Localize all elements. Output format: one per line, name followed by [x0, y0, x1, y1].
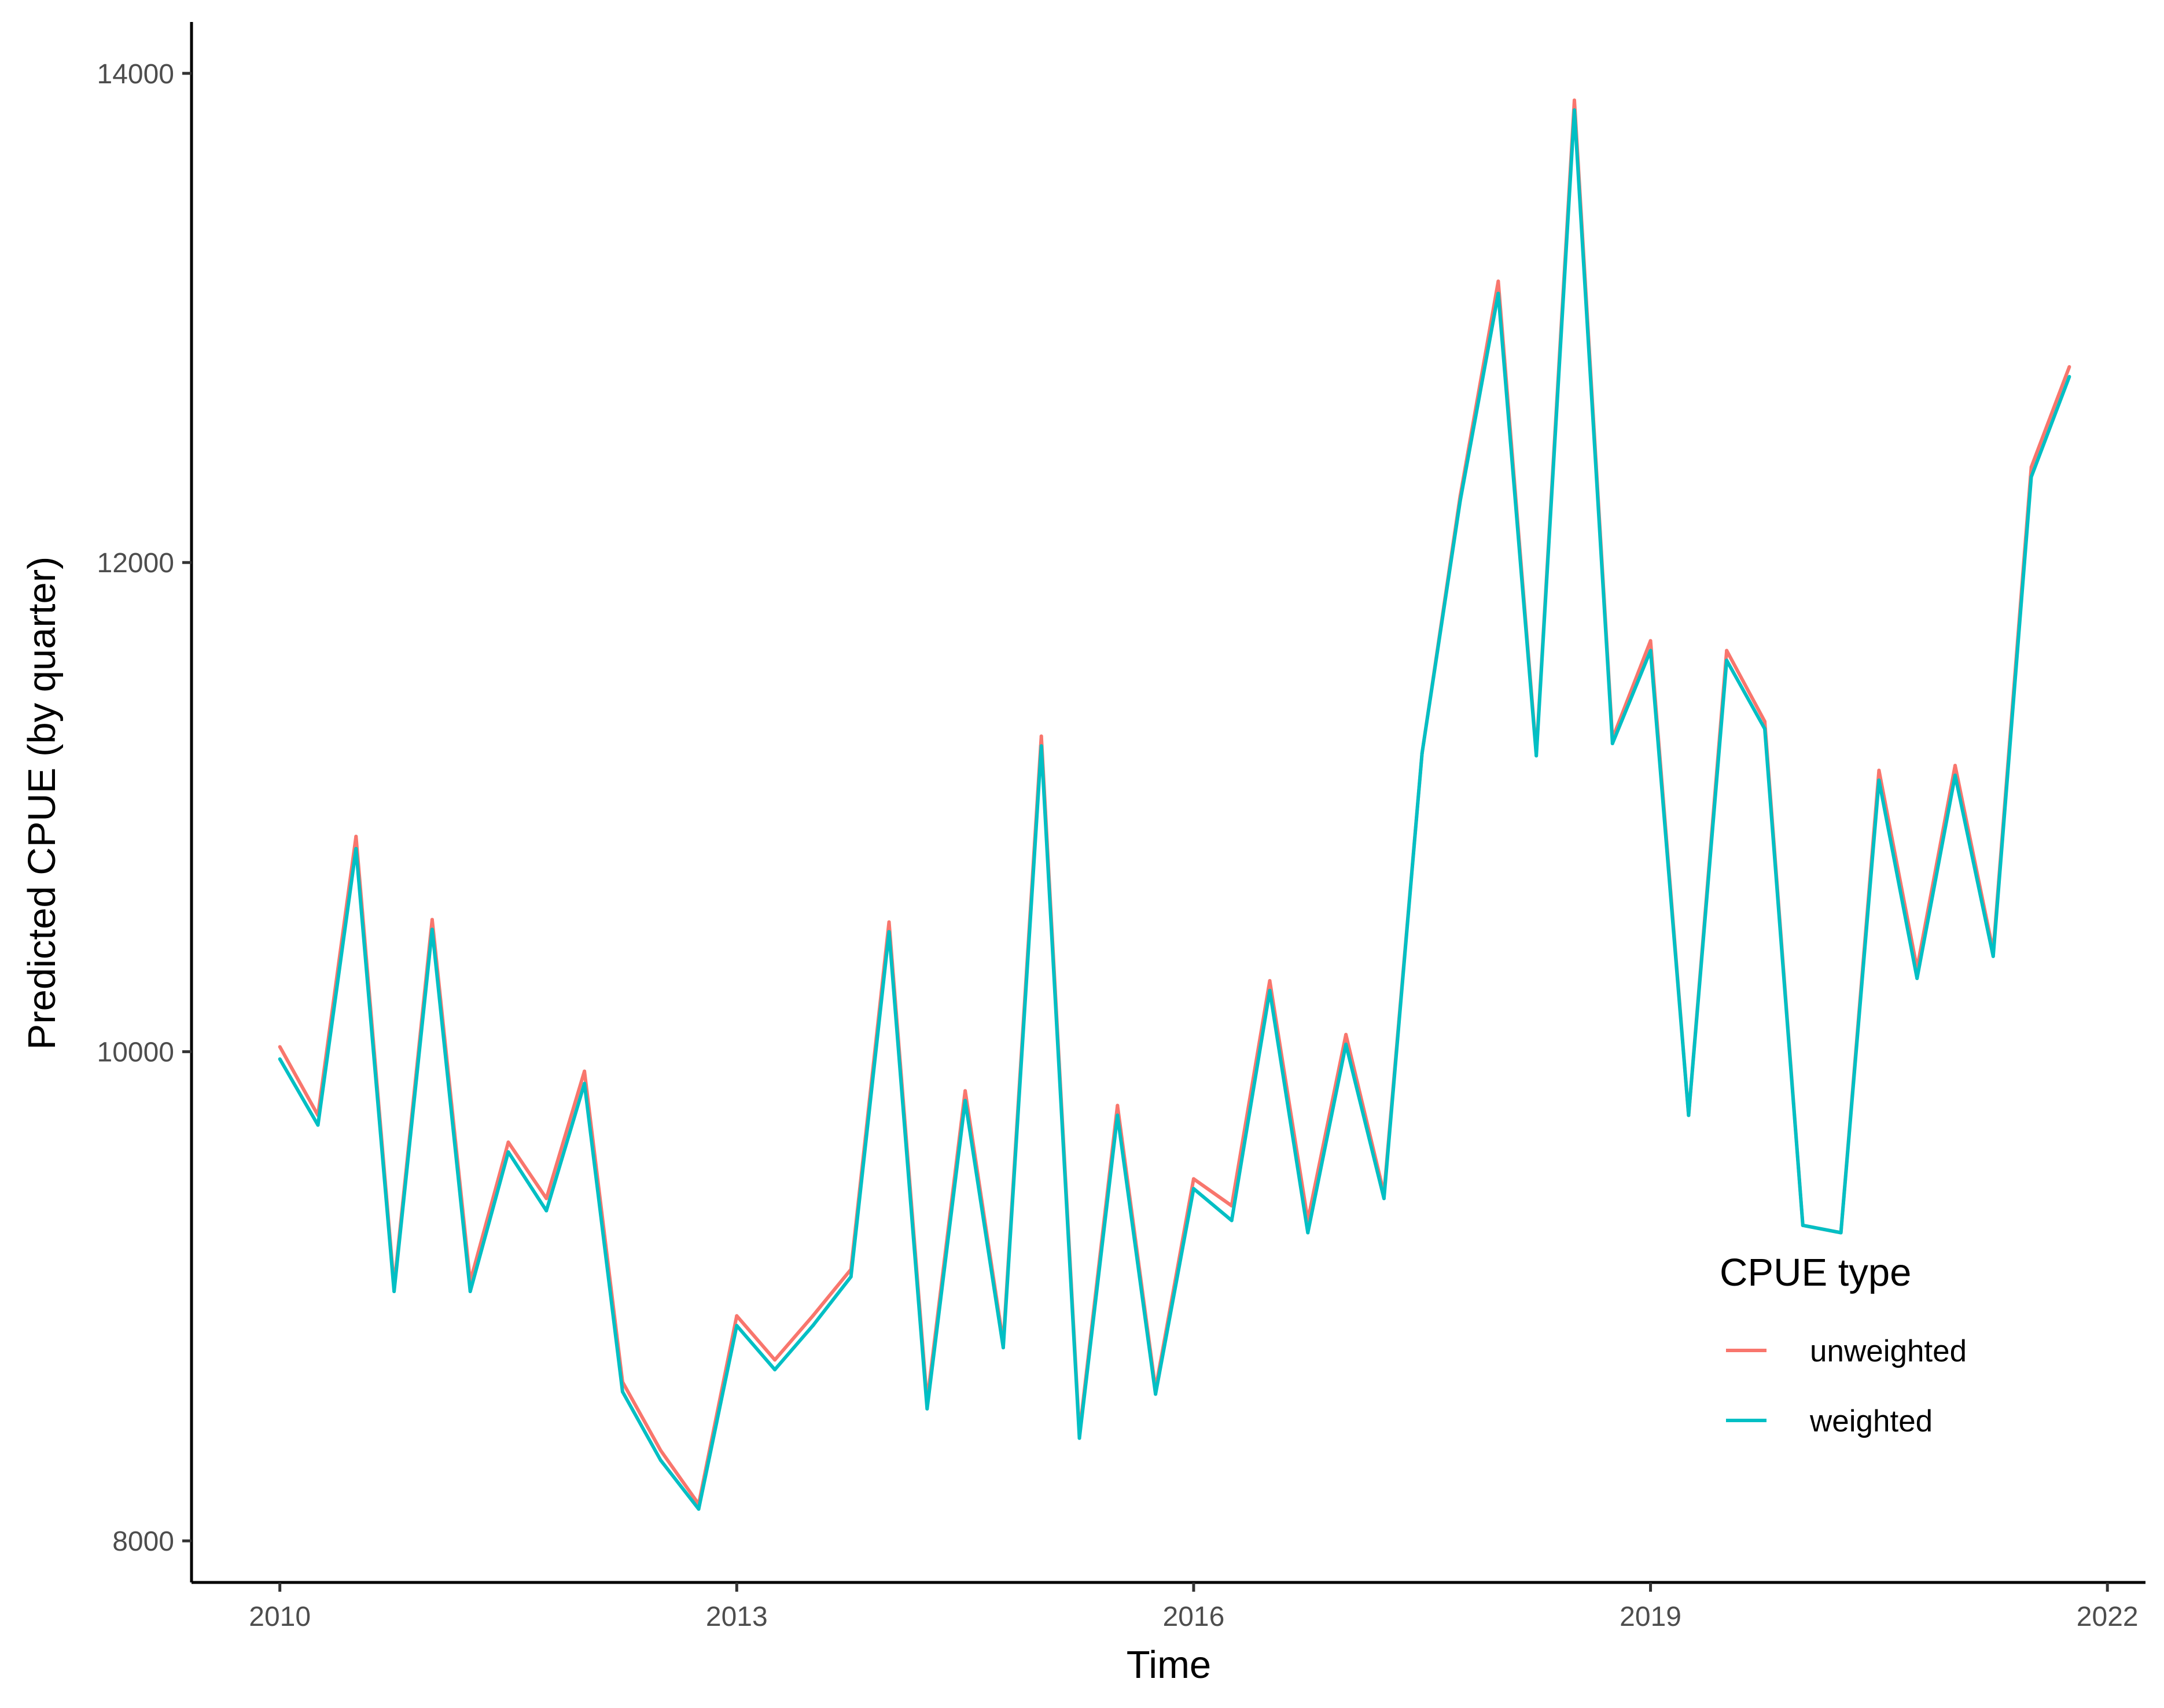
data-point-weighted [1534, 754, 1539, 758]
data-point-weighted [1191, 1187, 1195, 1191]
legend: CPUE type unweighted weighted [1720, 1251, 1967, 1438]
data-point-unweighted [1344, 1033, 1348, 1037]
data-point-unweighted [506, 1140, 510, 1144]
data-point-weighted [2067, 374, 2071, 378]
x-tick-label: 2013 [706, 1602, 768, 1632]
data-point-weighted [1116, 1113, 1120, 1117]
legend-label-weighted: weighted [1809, 1404, 1933, 1438]
data-point-weighted [1572, 108, 1576, 112]
data-point-weighted [887, 930, 891, 934]
legend-title: CPUE type [1720, 1251, 1911, 1294]
data-point-weighted [1458, 499, 1462, 503]
data-point-unweighted [1039, 734, 1043, 738]
data-point-weighted [849, 1275, 853, 1279]
data-point-unweighted [354, 834, 358, 838]
data-point-unweighted [1725, 649, 1729, 653]
data-point-weighted [392, 1289, 396, 1293]
data-point-weighted [1344, 1043, 1348, 1046]
data-point-weighted [1496, 292, 1500, 296]
data-point-weighted [697, 1507, 701, 1511]
data-point-weighted [506, 1150, 510, 1154]
data-point-unweighted [1572, 98, 1576, 102]
data-point-weighted [1039, 744, 1043, 748]
data-point-unweighted [544, 1197, 549, 1201]
data-point-weighted [468, 1289, 472, 1293]
y-tick-label: 10000 [97, 1037, 174, 1068]
data-point-unweighted [1268, 979, 1272, 983]
x-axis-ticks: 2010 2013 2016 2019 2022 [249, 1582, 2139, 1632]
data-point-unweighted [1877, 768, 1881, 772]
data-point-unweighted [1762, 720, 1766, 723]
data-point-weighted [544, 1209, 549, 1213]
data-point-weighted [1001, 1346, 1005, 1350]
x-tick-label: 2022 [2077, 1602, 2139, 1632]
data-point-unweighted [773, 1358, 777, 1362]
data-point-weighted [620, 1390, 624, 1394]
data-point-weighted [811, 1324, 815, 1328]
y-axis-ticks: 8000 10000 12000 14000 [97, 59, 192, 1557]
series-line-weighted [278, 108, 2071, 1511]
data-point-weighted [658, 1458, 663, 1462]
data-point-weighted [1725, 658, 1729, 662]
data-point-weighted [1801, 1223, 1805, 1227]
data-point-weighted [1610, 742, 1614, 746]
data-point-unweighted [1116, 1103, 1120, 1107]
data-point-weighted [1648, 649, 1653, 653]
data-point-weighted [1077, 1436, 1081, 1440]
data-point-weighted [1915, 976, 1919, 980]
data-point-weighted [1306, 1231, 1310, 1235]
data-point-weighted [773, 1368, 777, 1372]
data-point-unweighted [1648, 639, 1653, 643]
data-point-unweighted [963, 1089, 967, 1093]
data-point-weighted [1420, 751, 1424, 755]
data-point-unweighted [1496, 279, 1500, 284]
y-tick-label: 12000 [97, 548, 174, 579]
x-tick-label: 2016 [1163, 1602, 1225, 1632]
y-tick-label: 8000 [112, 1526, 174, 1557]
data-point-weighted [1839, 1231, 1843, 1235]
data-point-weighted [583, 1081, 587, 1085]
data-point-weighted [1268, 989, 1272, 992]
data-point-unweighted [583, 1069, 587, 1073]
data-point-weighted [1154, 1392, 1158, 1396]
data-point-unweighted [278, 1045, 282, 1049]
y-tick-label: 14000 [97, 59, 174, 90]
data-point-unweighted [2029, 465, 2033, 469]
data-point-unweighted [1191, 1177, 1195, 1181]
data-point-unweighted [658, 1448, 663, 1452]
data-point-weighted [354, 846, 358, 851]
x-tick-label: 2019 [1620, 1602, 1681, 1632]
x-tick-label: 2010 [249, 1602, 311, 1632]
data-point-weighted [1877, 778, 1881, 782]
data-point-unweighted [735, 1314, 739, 1318]
data-point-weighted [735, 1324, 739, 1328]
data-point-weighted [1762, 727, 1766, 731]
data-point-weighted [925, 1407, 929, 1411]
y-axis-title: Predicted CPUE (by quarter) [20, 557, 64, 1050]
data-point-weighted [1991, 954, 1995, 958]
data-point-unweighted [811, 1314, 815, 1318]
data-point-weighted [963, 1099, 967, 1103]
series-layer [278, 98, 2071, 1511]
data-point-weighted [430, 927, 434, 932]
data-point-weighted [1382, 1197, 1386, 1201]
data-point-weighted [1953, 774, 1957, 777]
data-point-weighted [316, 1123, 320, 1127]
data-point-unweighted [2067, 365, 2071, 369]
data-point-unweighted [1953, 764, 1957, 768]
legend-label-unweighted: unweighted [1810, 1334, 1967, 1368]
data-point-weighted [1230, 1219, 1234, 1223]
data-point-weighted [1687, 1113, 1691, 1117]
data-point-unweighted [887, 920, 891, 924]
x-axis-title: Time [1127, 1643, 1211, 1687]
data-point-weighted [2029, 475, 2033, 479]
data-point-unweighted [430, 918, 434, 922]
data-point-weighted [278, 1057, 282, 1061]
